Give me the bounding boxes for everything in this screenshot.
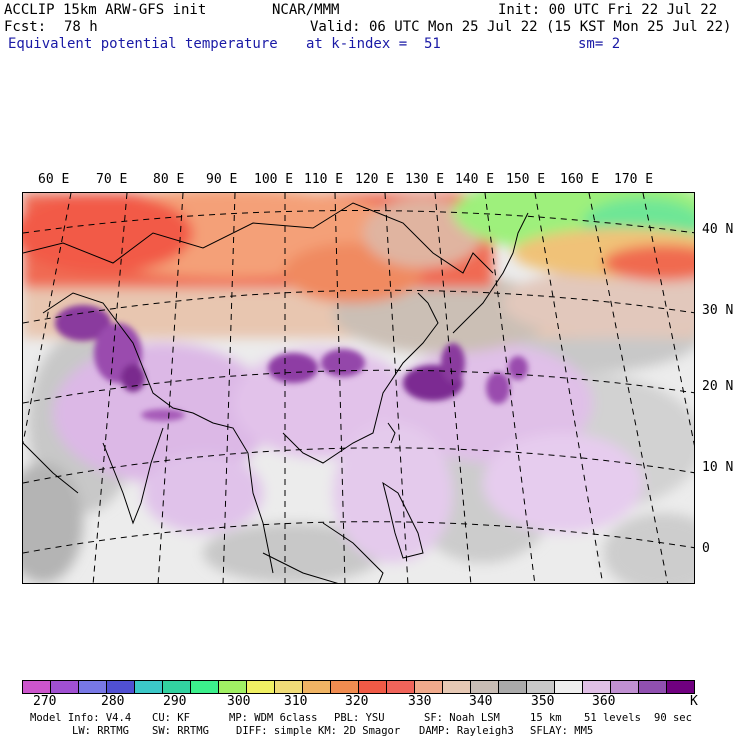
smooth-label: sm= 2 <box>578 36 621 52</box>
valid-time: Valid: 06 UTC Mon 25 Jul 22 (15 KST Mon … <box>310 19 732 35</box>
colorbar-swatch <box>611 681 639 693</box>
model-title: ACCLIP 15km ARW-GFS init <box>4 2 207 18</box>
footer-timestep: 90 sec <box>654 712 692 724</box>
lon-label: 150 E <box>506 172 546 187</box>
lon-label: 110 E <box>304 172 344 187</box>
colorbar-swatch <box>499 681 527 693</box>
colorbar-swatch <box>331 681 359 693</box>
colorbar-tick: 290 <box>163 694 187 709</box>
footer-sf: SF: Noah LSM <box>424 712 500 724</box>
colorbar-tick: 350 <box>531 694 555 709</box>
colorbar-swatch <box>247 681 275 693</box>
field-name: Equivalent potential temperature <box>8 36 278 52</box>
footer-lw: LW: RRTMG <box>72 725 129 737</box>
footer-pbl: PBL: YSU <box>334 712 385 724</box>
colorbar-swatch <box>639 681 667 693</box>
colorbar-swatch <box>359 681 387 693</box>
map-canvas <box>23 193 694 583</box>
lat-label: 10 N <box>702 460 734 475</box>
colorbar-swatch <box>555 681 583 693</box>
lon-label: 80 E <box>153 172 185 187</box>
lon-label: 120 E <box>355 172 395 187</box>
lat-label: 40 N <box>702 222 734 237</box>
level-label: at k-index = 51 <box>306 36 441 52</box>
org-label: NCAR/MMM <box>272 2 340 18</box>
colorbar-swatch <box>163 681 191 693</box>
colorbar-swatch <box>443 681 471 693</box>
footer-mp: MP: WDM 6class <box>229 712 318 724</box>
footer-damp: DAMP: Rayleigh3 <box>419 725 514 737</box>
coastline-icon <box>23 202 529 583</box>
map-panel <box>22 192 695 584</box>
lon-label: 170 E <box>614 172 654 187</box>
footer-cu: CU: KF <box>152 712 190 724</box>
footer-model-info: Model Info: V4.4 <box>30 712 132 724</box>
colorbar-swatch <box>667 681 694 693</box>
colorbar-tick: 310 <box>284 694 308 709</box>
fcst-value: 78 h <box>64 19 98 35</box>
lon-label: 100 E <box>254 172 294 187</box>
colorbar-swatch <box>471 681 499 693</box>
colorbar <box>22 680 695 694</box>
footer-km: KM: 2D Smagor <box>318 725 401 737</box>
colorbar-swatch <box>135 681 163 693</box>
colorbar-tick: 300 <box>227 694 251 709</box>
graticule-icon <box>23 193 694 583</box>
lat-label: 20 N <box>702 379 734 394</box>
colorbar-tick: 320 <box>345 694 369 709</box>
colorbar-tick: 280 <box>101 694 125 709</box>
lon-label: 70 E <box>96 172 128 187</box>
footer-diff: DIFF: simple <box>236 725 312 737</box>
colorbar-swatch <box>387 681 415 693</box>
lat-label: 30 N <box>702 303 734 318</box>
colorbar-unit: K <box>690 694 698 709</box>
colorbar-swatch <box>191 681 219 693</box>
colorbar-swatch <box>275 681 303 693</box>
footer-sflay: SFLAY: MM5 <box>530 725 594 737</box>
fcst-label: Fcst: <box>4 19 47 35</box>
colorbar-swatch <box>415 681 443 693</box>
lon-label: 60 E <box>38 172 70 187</box>
colorbar-swatch <box>107 681 135 693</box>
colorbar-tick: 330 <box>408 694 432 709</box>
high-values <box>55 305 528 421</box>
lon-label: 130 E <box>405 172 445 187</box>
colorbar-tick: 340 <box>469 694 493 709</box>
colorbar-swatch <box>79 681 107 693</box>
lat-label: 0 <box>702 541 710 556</box>
colorbar-swatch <box>303 681 331 693</box>
footer-levels: 51 levels <box>584 712 641 724</box>
init-time: Init: 00 UTC Fri 22 Jul 22 <box>498 2 718 18</box>
footer-sw: SW: RRTMG <box>152 725 209 737</box>
colorbar-swatch <box>51 681 79 693</box>
lon-label: 160 E <box>560 172 600 187</box>
lon-label: 90 E <box>206 172 238 187</box>
footer-resolution: 15 km <box>530 712 562 724</box>
colorbar-tick: 360 <box>592 694 616 709</box>
colorbar-tick: 270 <box>33 694 57 709</box>
colorbar-swatch <box>219 681 247 693</box>
lon-label: 140 E <box>455 172 495 187</box>
colorbar-swatch <box>23 681 51 693</box>
colorbar-swatch <box>583 681 611 693</box>
colorbar-swatch <box>527 681 555 693</box>
